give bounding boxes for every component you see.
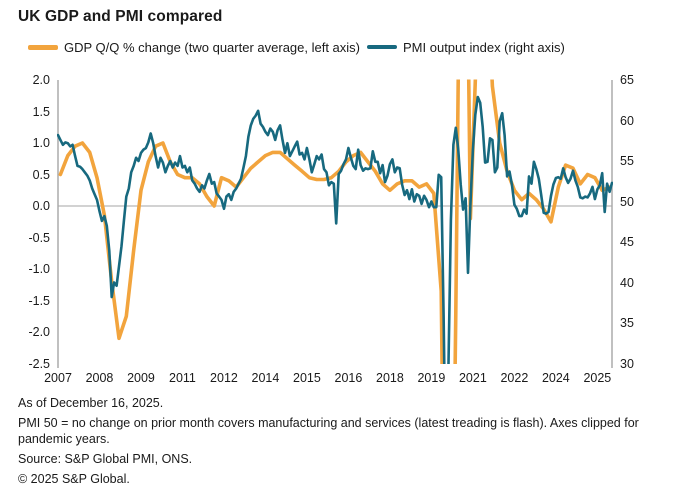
chart-canvas xyxy=(57,79,613,368)
gdp-line xyxy=(58,79,612,364)
x-axis-tick-label: 2014 xyxy=(251,371,280,385)
gdp-legend-label: GDP Q/Q % change (two quarter average, l… xyxy=(64,39,361,55)
left-axis-tick-label: 0.0 xyxy=(32,199,50,213)
x-axis-tick-label: 2022 xyxy=(500,371,529,385)
pmi-definition-note: PMI 50 = no change on prior month covers… xyxy=(18,416,639,446)
as-of-note: As of December 16, 2025. xyxy=(18,396,164,410)
x-axis-tick-label: 2008 xyxy=(85,371,114,385)
right-axis-tick-label: 30 xyxy=(620,356,634,371)
chart-legend: GDP Q/Q % change (two quarter average, l… xyxy=(28,39,565,55)
x-axis-tick-label: 2019 xyxy=(417,371,446,385)
left-axis-tick-label: -0.5 xyxy=(28,230,50,245)
x-axis-tick-label: 2015 xyxy=(293,371,321,385)
footer-notes: As of December 16, 2025. PMI 50 = no cha… xyxy=(18,396,668,492)
x-axis-tick-label: 2012 xyxy=(210,371,238,385)
left-axis-tick-label: 1.5 xyxy=(32,104,50,119)
x-axis-tick-label: 2024 xyxy=(541,371,570,385)
source-note: Source: S&P Global PMI, ONS. xyxy=(18,451,193,466)
x-axis-tick-label: 2016 xyxy=(334,371,363,385)
x-axis-tick-label: 2009 xyxy=(127,371,155,385)
x-axis-tick-label: 2007 xyxy=(44,371,72,385)
gdp-legend-swatch xyxy=(28,44,58,50)
right-axis-tick-label: 50 xyxy=(620,194,634,209)
pmi-legend-label: PMI output index (right axis) xyxy=(403,39,565,55)
pmi-line xyxy=(57,95,613,364)
left-axis-tick-label: -1.5 xyxy=(28,293,50,308)
left-axis-tick-label: -1.0 xyxy=(28,262,50,276)
x-axis-tick-label: 2018 xyxy=(376,371,404,385)
left-axis-tick-label: -2.0 xyxy=(28,325,50,339)
left-axis-tick-label: 2.0 xyxy=(32,73,50,87)
right-axis-tick-label: 60 xyxy=(620,113,634,128)
right-axis-tick-label: 40 xyxy=(620,275,634,290)
x-axis-tick-label: 2021 xyxy=(458,371,487,385)
right-axis-tick-label: 65 xyxy=(620,73,634,87)
x-axis-tick-label: 2011 xyxy=(169,371,196,385)
left-axis-tick-label: 0.5 xyxy=(32,167,50,182)
pmi-legend-swatch xyxy=(367,45,398,49)
right-axis-tick-label: 45 xyxy=(620,235,634,249)
left-axis-tick-label: -2.5 xyxy=(28,356,50,371)
x-axis-tick-label: 2025 xyxy=(583,371,612,385)
plot-area: 2.0 1.5 1.0 0.5 0.0 -0.5 -1.0 -1.5 -2.0 -2.5 65 60 5… xyxy=(28,73,634,385)
left-axis-tick-label: 1.0 xyxy=(32,136,50,150)
chart-title: UK GDP and PMI compared xyxy=(18,8,223,25)
right-axis-tick-label: 55 xyxy=(620,154,634,168)
copyright-note: © 2025 S&P Global. xyxy=(18,472,130,486)
right-axis-tick-label: 35 xyxy=(620,316,634,330)
